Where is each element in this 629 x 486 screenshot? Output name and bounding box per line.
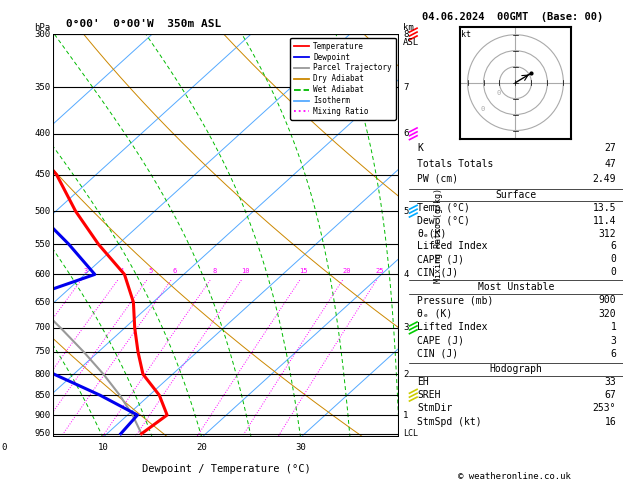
Text: 6: 6 bbox=[403, 129, 409, 139]
Text: 900: 900 bbox=[599, 295, 616, 306]
Text: 800: 800 bbox=[34, 370, 50, 379]
Text: 312: 312 bbox=[599, 228, 616, 239]
Text: 0: 0 bbox=[481, 106, 484, 112]
Text: 0: 0 bbox=[1, 443, 7, 452]
Text: CIN (J): CIN (J) bbox=[418, 267, 459, 277]
Text: Totals Totals: Totals Totals bbox=[418, 158, 494, 169]
Text: Mixing Ratio (g/kg): Mixing Ratio (g/kg) bbox=[434, 188, 443, 283]
Text: 0°00'  0°00'W  350m ASL: 0°00' 0°00'W 350m ASL bbox=[66, 19, 221, 29]
Text: Surface: Surface bbox=[495, 190, 537, 200]
Text: 6: 6 bbox=[173, 268, 177, 275]
Text: 25: 25 bbox=[376, 268, 384, 275]
Text: 253°: 253° bbox=[593, 403, 616, 414]
Legend: Temperature, Dewpoint, Parcel Trajectory, Dry Adiabat, Wet Adiabat, Isotherm, Mi: Temperature, Dewpoint, Parcel Trajectory… bbox=[290, 38, 396, 120]
Text: 16: 16 bbox=[604, 417, 616, 427]
Text: 0: 0 bbox=[610, 267, 616, 277]
Text: 20: 20 bbox=[196, 443, 207, 452]
Text: 450: 450 bbox=[34, 170, 50, 179]
Text: 950: 950 bbox=[34, 429, 50, 438]
Text: 8: 8 bbox=[403, 30, 409, 38]
Text: 33: 33 bbox=[604, 377, 616, 387]
Text: 1: 1 bbox=[610, 322, 616, 332]
Text: Temp (°C): Temp (°C) bbox=[418, 203, 470, 213]
Bar bbox=[53, 34, 399, 437]
Text: © weatheronline.co.uk: © weatheronline.co.uk bbox=[458, 472, 571, 481]
Text: 650: 650 bbox=[34, 297, 50, 307]
Text: Lifted Index: Lifted Index bbox=[418, 322, 488, 332]
Text: EH: EH bbox=[418, 377, 429, 387]
Text: 3: 3 bbox=[403, 323, 409, 332]
Text: SREH: SREH bbox=[418, 390, 441, 400]
Text: Lifted Index: Lifted Index bbox=[418, 242, 488, 251]
Text: 500: 500 bbox=[34, 207, 50, 216]
Text: 6: 6 bbox=[610, 349, 616, 359]
Text: 15: 15 bbox=[299, 268, 308, 275]
Text: 67: 67 bbox=[604, 390, 616, 400]
Text: 6: 6 bbox=[610, 242, 616, 251]
Text: K: K bbox=[418, 143, 423, 153]
Text: 30: 30 bbox=[295, 443, 306, 452]
Text: CAPE (J): CAPE (J) bbox=[418, 254, 464, 264]
Text: 2: 2 bbox=[403, 370, 409, 379]
Text: Hodograph: Hodograph bbox=[489, 364, 542, 374]
Text: 0: 0 bbox=[610, 254, 616, 264]
Text: 750: 750 bbox=[34, 347, 50, 356]
Text: 550: 550 bbox=[34, 240, 50, 249]
Text: 7: 7 bbox=[403, 83, 409, 92]
Text: StmDir: StmDir bbox=[418, 403, 453, 414]
Text: hPa: hPa bbox=[34, 22, 50, 32]
Text: 4: 4 bbox=[120, 268, 124, 275]
Text: 3: 3 bbox=[610, 335, 616, 346]
Text: 300: 300 bbox=[34, 30, 50, 38]
Text: 0: 0 bbox=[496, 90, 501, 96]
Text: Dewpoint / Temperature (°C): Dewpoint / Temperature (°C) bbox=[142, 464, 311, 474]
Text: 5: 5 bbox=[148, 268, 153, 275]
Text: 320: 320 bbox=[599, 309, 616, 319]
Text: 20: 20 bbox=[342, 268, 350, 275]
Text: 2.49: 2.49 bbox=[593, 174, 616, 184]
Text: 3: 3 bbox=[84, 268, 87, 275]
Text: 350: 350 bbox=[34, 83, 50, 92]
Text: 27: 27 bbox=[604, 143, 616, 153]
Text: 5: 5 bbox=[403, 207, 409, 216]
Text: 2: 2 bbox=[34, 268, 38, 275]
Text: PW (cm): PW (cm) bbox=[418, 174, 459, 184]
Text: 11.4: 11.4 bbox=[593, 216, 616, 226]
Text: 10: 10 bbox=[241, 268, 250, 275]
Text: StmSpd (kt): StmSpd (kt) bbox=[418, 417, 482, 427]
Text: θₑ (K): θₑ (K) bbox=[418, 309, 453, 319]
Text: θₑ(K): θₑ(K) bbox=[418, 228, 447, 239]
Text: Pressure (mb): Pressure (mb) bbox=[418, 295, 494, 306]
Text: 4: 4 bbox=[403, 270, 409, 279]
Text: LCL: LCL bbox=[403, 429, 418, 438]
Text: km: km bbox=[403, 22, 414, 32]
Text: 47: 47 bbox=[604, 158, 616, 169]
Text: 1: 1 bbox=[403, 411, 409, 419]
Text: Most Unstable: Most Unstable bbox=[477, 282, 554, 292]
Text: 900: 900 bbox=[34, 411, 50, 419]
Text: CAPE (J): CAPE (J) bbox=[418, 335, 464, 346]
Text: 04.06.2024  00GMT  (Base: 00): 04.06.2024 00GMT (Base: 00) bbox=[422, 12, 603, 22]
Text: 400: 400 bbox=[34, 129, 50, 139]
Text: 8: 8 bbox=[212, 268, 216, 275]
Text: CIN (J): CIN (J) bbox=[418, 349, 459, 359]
Text: ASL: ASL bbox=[403, 38, 420, 47]
Text: 13.5: 13.5 bbox=[593, 203, 616, 213]
Text: 10: 10 bbox=[97, 443, 108, 452]
Text: 700: 700 bbox=[34, 323, 50, 332]
Text: 600: 600 bbox=[34, 270, 50, 279]
Text: kt: kt bbox=[461, 30, 471, 39]
Text: 850: 850 bbox=[34, 391, 50, 399]
Text: Dewp (°C): Dewp (°C) bbox=[418, 216, 470, 226]
